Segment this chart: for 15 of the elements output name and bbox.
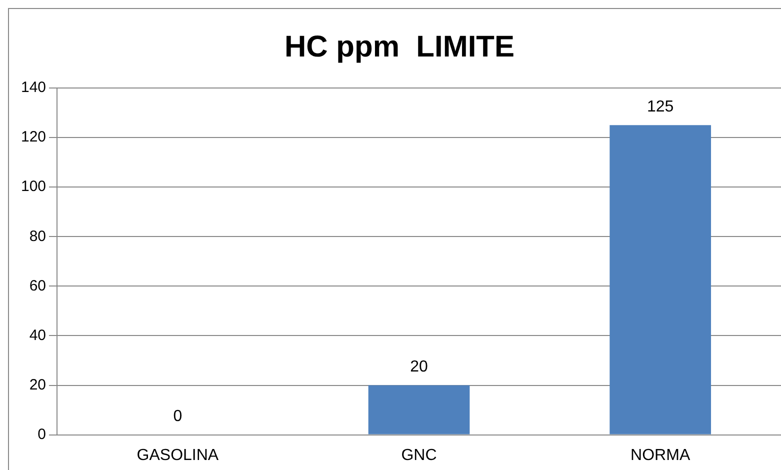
x-tick-label: GASOLINA — [136, 446, 219, 464]
x-tick-label: GNC — [401, 446, 437, 464]
data-label: 0 — [173, 408, 182, 426]
y-tick-label: 60 — [29, 277, 46, 294]
y-tick-label: 0 — [38, 426, 46, 443]
y-tick-label: 40 — [29, 326, 46, 344]
data-label: 20 — [410, 358, 428, 376]
data-label: 125 — [646, 98, 674, 116]
y-tick-label: 140 — [20, 79, 46, 96]
y-tick-label: 100 — [20, 178, 46, 196]
x-tick-label: NORMA — [630, 446, 690, 464]
y-tick-label: 120 — [20, 128, 46, 146]
chart-title: HC ppm LIMITE — [284, 30, 514, 64]
y-tick-label: 20 — [29, 376, 46, 394]
y-tick-label: 80 — [29, 228, 46, 245]
